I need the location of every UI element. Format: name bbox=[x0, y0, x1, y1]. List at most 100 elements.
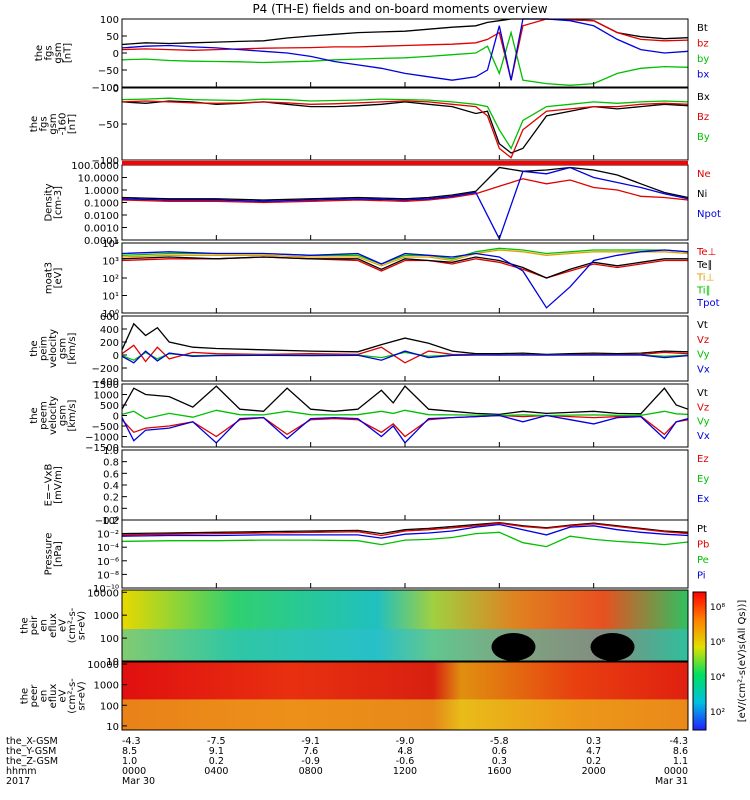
colorbar-label: [eV/(cm²-s(eV)s(All Qs))] bbox=[737, 600, 748, 723]
legend-entry: by bbox=[697, 54, 709, 65]
series-line bbox=[121, 97, 689, 150]
series-line bbox=[121, 350, 689, 364]
footer-value: 0800 bbox=[299, 766, 323, 777]
series-line bbox=[121, 523, 689, 539]
series-line bbox=[121, 249, 689, 309]
footer-value: 1.0 bbox=[122, 756, 137, 767]
footer-value: 0400 bbox=[204, 766, 228, 777]
series-line bbox=[121, 249, 689, 267]
y-tick-label: −400 bbox=[92, 377, 119, 388]
panel-8: Pressure[nPa] 10⁰ 10⁻² 10⁻⁴ 10⁻⁶ 10⁻⁸ 10⁻¹⁰ Pt P… bbox=[43, 516, 709, 595]
legend-entry: Pi bbox=[697, 571, 706, 582]
panel-ylabel: eV bbox=[58, 619, 69, 632]
series-line bbox=[121, 414, 689, 444]
panel-ylabel: Pressure bbox=[43, 533, 54, 576]
footer-value: 2000 bbox=[582, 766, 606, 777]
panel-ylabel: [km/s] bbox=[67, 399, 78, 431]
legend-entry: Pe bbox=[697, 555, 709, 566]
series-line bbox=[121, 30, 689, 86]
footer-value: Mar 30 bbox=[122, 776, 155, 787]
footer-value: -4.3 bbox=[122, 736, 141, 747]
panel-ylabel: the bbox=[34, 45, 45, 61]
y-tick-label: 10000 bbox=[87, 588, 119, 599]
footer-value: 1600 bbox=[487, 766, 511, 777]
panel-frame bbox=[121, 18, 689, 88]
y-tick-label: 10³ bbox=[102, 257, 119, 268]
legend-entry: Tpot bbox=[696, 298, 720, 309]
panel-ylabel: moat3 bbox=[43, 262, 54, 294]
y-tick-label: 10⁻⁴ bbox=[97, 543, 119, 554]
y-tick-label: 600 bbox=[100, 312, 119, 323]
panel-background bbox=[122, 19, 688, 87]
legend-entry: bx bbox=[697, 70, 709, 81]
panel-background bbox=[122, 450, 688, 520]
footer-value: 9.1 bbox=[209, 746, 224, 757]
y-tick-label: 10 bbox=[106, 657, 119, 668]
panel-frame bbox=[121, 519, 689, 589]
y-tick-label: 10.0000 bbox=[78, 174, 119, 185]
legend-entry: Vt bbox=[697, 320, 708, 331]
legend-entry: Bz bbox=[697, 112, 709, 123]
panel-ylabel: peem bbox=[39, 401, 50, 429]
y-tick-label: 10⁰ bbox=[102, 516, 119, 527]
y-tick-label: 0.6 bbox=[103, 469, 119, 480]
panel-ylabel: sr-eV) bbox=[77, 681, 88, 710]
panel-ylabel: gsm bbox=[58, 405, 69, 426]
footer-value: -5.8 bbox=[490, 736, 509, 747]
heatmap-low-energy-band bbox=[122, 699, 688, 730]
legend-entry: bz bbox=[697, 39, 709, 50]
heatmap-no-data-blob bbox=[491, 633, 536, 661]
footer-value: 4.8 bbox=[397, 746, 412, 757]
y-tick-label: 1.0000 bbox=[84, 186, 119, 197]
series-line bbox=[121, 385, 689, 416]
legend-entry: Te∥ bbox=[696, 260, 713, 271]
legend-entry: Bt bbox=[697, 23, 708, 34]
legend-entry: Ti∥ bbox=[696, 285, 711, 296]
footer-value: 1.1 bbox=[673, 756, 688, 767]
panel-ylabel: velocity bbox=[48, 329, 59, 368]
footer-value: 0000 bbox=[664, 766, 688, 777]
legend-entry: Vx bbox=[697, 364, 710, 375]
panel-ylabel: en bbox=[39, 690, 50, 703]
panel-ylabel: Density bbox=[43, 183, 54, 221]
y-tick-label: 400 bbox=[100, 325, 119, 336]
y-tick-label: 50 bbox=[106, 32, 119, 43]
y-tick-label: 0.2 bbox=[103, 493, 119, 504]
legend-entry: Pb bbox=[697, 540, 709, 551]
panel-ylabel: peir bbox=[29, 615, 40, 635]
footer-value: 0.3 bbox=[586, 736, 601, 747]
panel-ylabel: (cm²-s- bbox=[67, 678, 78, 714]
panel-ylabel: the bbox=[29, 116, 40, 132]
panel-ylabel: [nT] bbox=[62, 43, 73, 63]
footer-value: 0.2 bbox=[586, 756, 601, 767]
panel-ylabel: sr-eV) bbox=[77, 611, 88, 640]
panel-ylabel: eflux bbox=[48, 613, 59, 638]
y-tick-label: 10 bbox=[106, 722, 119, 733]
status-bar bbox=[122, 161, 688, 165]
footer-value: 7.6 bbox=[303, 746, 318, 757]
legend-entry: Vx bbox=[697, 431, 710, 442]
y-tick-label: 10⁻² bbox=[97, 530, 119, 541]
panel-ylabel: gsm bbox=[58, 338, 69, 359]
y-tick-label: 200 bbox=[100, 338, 119, 349]
footer-value: -9.1 bbox=[301, 736, 320, 747]
panel-ylabel: gsm bbox=[48, 113, 59, 134]
panel-frame bbox=[121, 661, 689, 731]
footer-value: 0000 bbox=[122, 766, 146, 777]
footer-value: -0.6 bbox=[396, 756, 415, 767]
y-tick-label: 0.4 bbox=[103, 481, 119, 492]
series-line bbox=[121, 100, 689, 159]
y-tick-label: −200 bbox=[92, 364, 119, 375]
panel-ylabel: E=−VxB bbox=[43, 464, 54, 507]
panel-frame bbox=[121, 242, 689, 314]
y-tick-label: 0 bbox=[113, 84, 119, 95]
panel-background bbox=[122, 88, 688, 160]
legend-entry: Ex bbox=[697, 494, 709, 505]
panel-ylabel: the bbox=[20, 617, 31, 633]
legend-entry: Pt bbox=[697, 524, 707, 535]
